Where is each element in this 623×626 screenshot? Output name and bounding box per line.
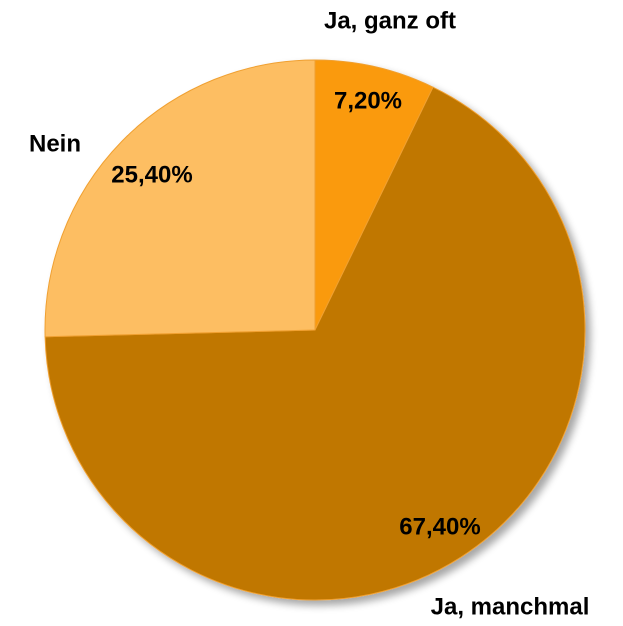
pie-slice bbox=[44, 86, 586, 601]
value-label: 25,40% bbox=[111, 161, 192, 188]
category-label: Ja, ganz oft bbox=[324, 7, 456, 34]
category-label: Ja, manchmal bbox=[431, 593, 590, 620]
category-label: Nein bbox=[29, 130, 81, 157]
value-label: 67,40% bbox=[399, 513, 480, 540]
pie-slice bbox=[44, 59, 316, 338]
value-label: 7,20% bbox=[334, 87, 402, 114]
pie bbox=[44, 59, 586, 601]
pie-slice bbox=[314, 59, 434, 331]
